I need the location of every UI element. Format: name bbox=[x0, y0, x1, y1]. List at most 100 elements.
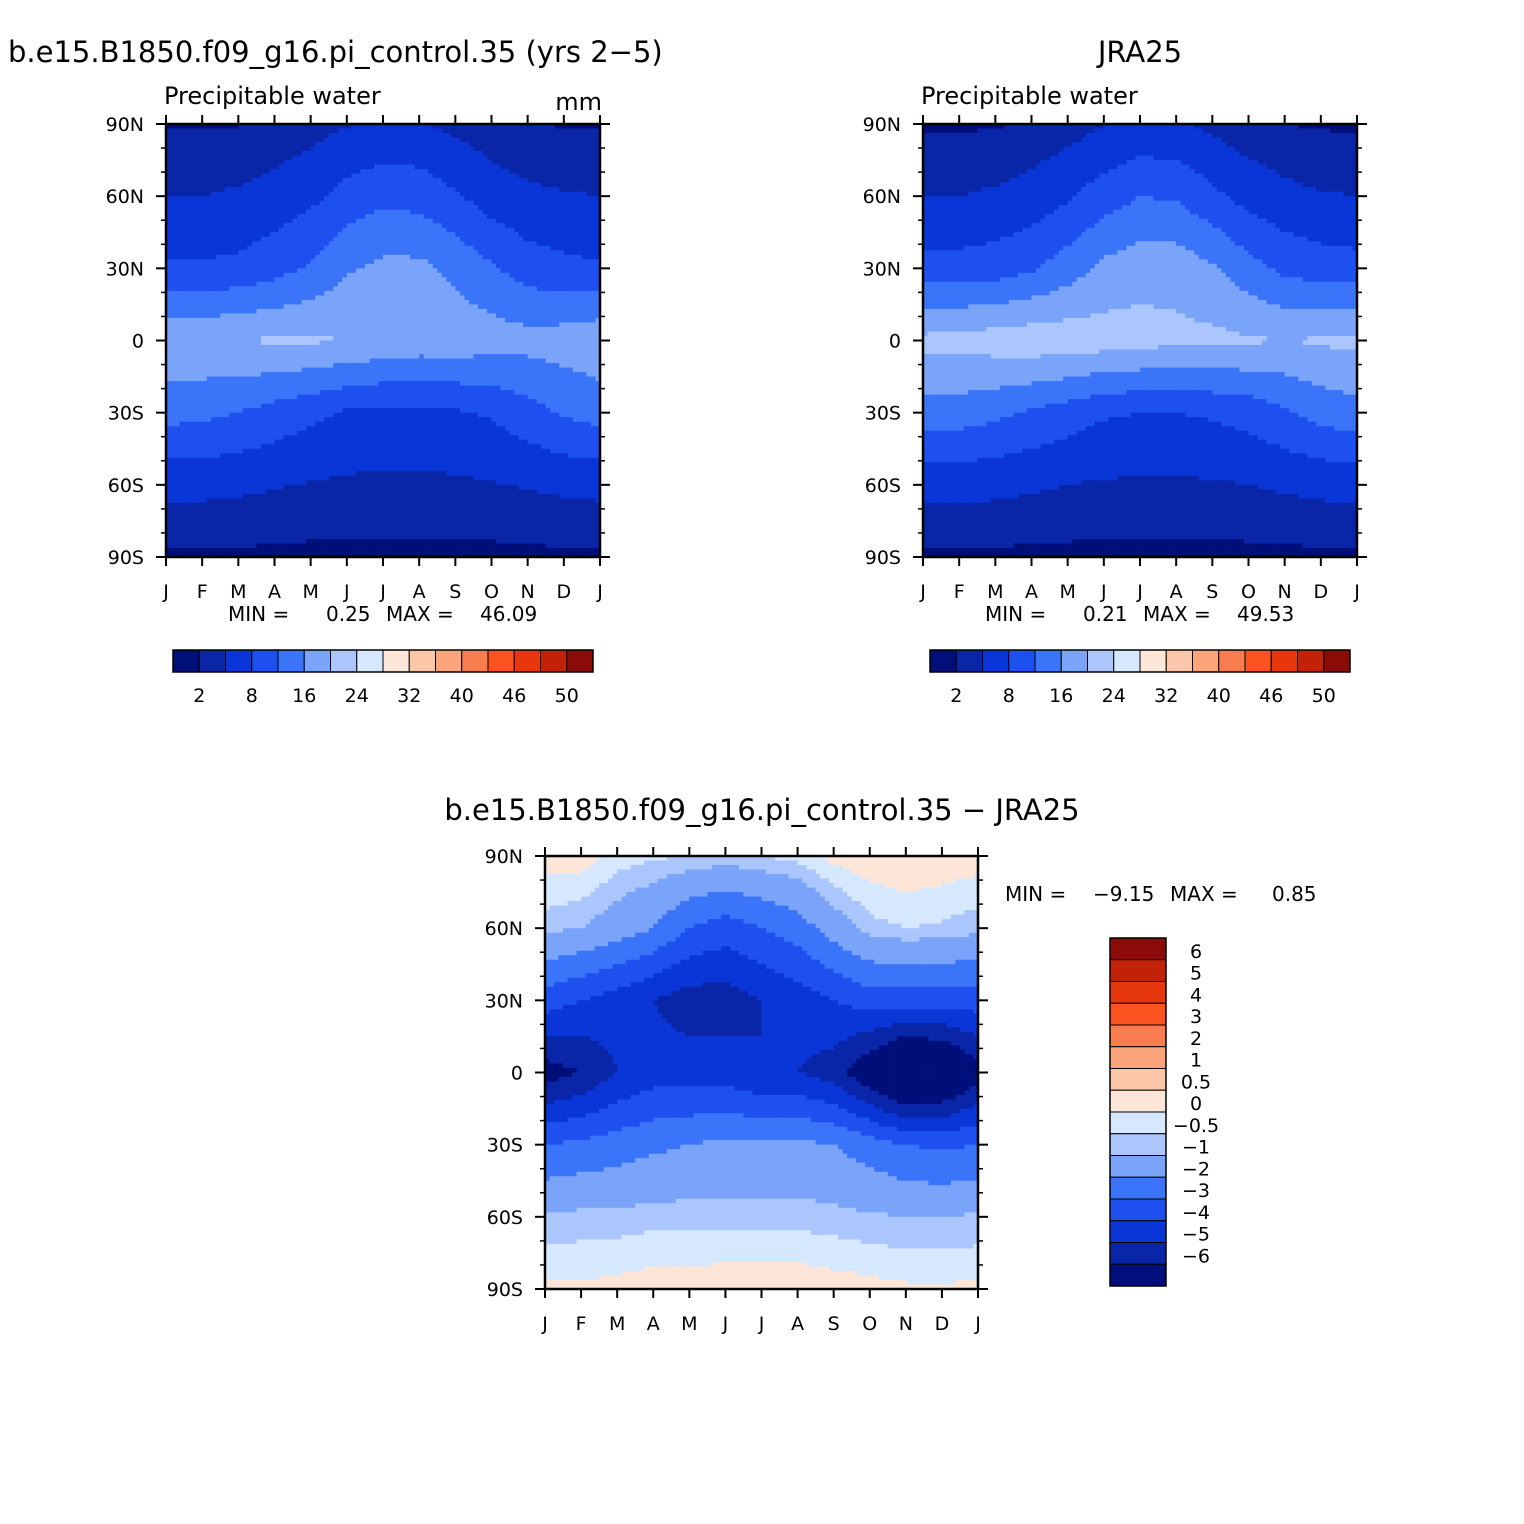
panel-model-cell bbox=[460, 273, 465, 278]
panel-model-cell bbox=[270, 205, 275, 210]
panel-model-cell bbox=[573, 183, 578, 188]
panel-model-cell bbox=[519, 187, 524, 192]
panel-model-cell bbox=[189, 259, 194, 264]
panel-model-cell bbox=[229, 156, 234, 161]
panel-model-cell bbox=[573, 165, 578, 170]
panel-model-cell bbox=[311, 214, 316, 219]
panel-model-cell bbox=[234, 205, 239, 210]
panel-model-cell bbox=[243, 345, 248, 350]
panel-model-cell bbox=[252, 201, 257, 206]
panel-model-cell bbox=[582, 178, 587, 183]
panel-model-cell bbox=[229, 228, 234, 233]
panel-model-cell bbox=[546, 282, 551, 287]
panel-model-cell bbox=[202, 300, 207, 305]
panel-model-cell bbox=[225, 160, 230, 165]
panel-model-cell bbox=[369, 286, 374, 291]
panel-model-cell bbox=[528, 138, 533, 143]
panel-model-cell bbox=[288, 201, 293, 206]
panel-model-cell bbox=[519, 354, 524, 359]
panel-model-cell bbox=[451, 350, 456, 355]
panel-model-cell bbox=[383, 318, 388, 323]
panel-model-cell bbox=[225, 219, 230, 224]
panel-model-cell bbox=[365, 300, 370, 305]
panel-model-cell bbox=[406, 345, 411, 350]
panel-model-cell bbox=[329, 282, 334, 287]
panel-model-cell bbox=[374, 201, 379, 206]
panel-model-cell bbox=[180, 151, 185, 156]
panel-model-cell bbox=[311, 138, 316, 143]
panel-model-cell bbox=[555, 304, 560, 309]
panel-model-cell bbox=[451, 160, 456, 165]
panel-model-cell bbox=[193, 219, 198, 224]
panel-model-cell bbox=[546, 205, 551, 210]
panel-model-cell bbox=[207, 341, 212, 346]
panel-model-cell bbox=[329, 354, 334, 359]
panel-model-cell bbox=[302, 273, 307, 278]
panel-model-cell bbox=[455, 313, 460, 318]
panel-model-cell bbox=[460, 350, 465, 355]
panel-model-cell bbox=[293, 237, 298, 242]
panel-model-cell bbox=[347, 228, 352, 233]
panel-model-cell bbox=[487, 241, 492, 246]
panel-model-cell bbox=[175, 282, 180, 287]
panel-model-cell bbox=[550, 178, 555, 183]
panel-model-cell bbox=[464, 142, 469, 147]
panel-model-cell bbox=[374, 142, 379, 147]
panel-model-cell bbox=[320, 350, 325, 355]
panel-model-cell bbox=[365, 322, 370, 327]
panel-model-cell bbox=[582, 187, 587, 192]
panel-model-cell bbox=[171, 291, 176, 296]
panel-model-cell bbox=[433, 255, 438, 260]
panel-model-cell bbox=[175, 264, 180, 269]
panel-model-cell bbox=[324, 219, 329, 224]
panel-model-cell bbox=[586, 264, 591, 269]
panel-model-cell bbox=[550, 219, 555, 224]
panel-model-cell bbox=[211, 151, 216, 156]
panel-model-cell bbox=[546, 304, 551, 309]
panel-model-cell bbox=[559, 273, 564, 278]
panel-model-cell bbox=[410, 304, 415, 309]
panel-model-cell bbox=[207, 286, 212, 291]
panel-model-cell bbox=[374, 354, 379, 359]
panel-model-cell bbox=[528, 250, 533, 255]
panel-model-cell bbox=[383, 237, 388, 242]
panel-model-cell bbox=[501, 327, 506, 332]
panel-model-cell bbox=[293, 277, 298, 282]
panel-model-cell bbox=[261, 228, 266, 233]
panel-model-cell bbox=[211, 192, 216, 197]
panel-model-cell bbox=[528, 183, 533, 188]
panel-model-cell bbox=[175, 174, 180, 179]
panel-model-cell bbox=[406, 354, 411, 359]
panel-model-cell bbox=[315, 196, 320, 201]
panel-model-cell bbox=[410, 331, 415, 336]
panel-model-cell bbox=[586, 142, 591, 147]
panel-model-cell bbox=[297, 345, 302, 350]
panel-model-cell bbox=[397, 192, 402, 197]
panel-model-cell bbox=[388, 318, 393, 323]
panel-model-cell bbox=[333, 196, 338, 201]
panel-model-cell bbox=[473, 268, 478, 273]
panel-model-cell bbox=[478, 151, 483, 156]
panel-model-cell bbox=[546, 223, 551, 228]
panel-model-cell bbox=[293, 350, 298, 355]
panel-model-cell bbox=[482, 354, 487, 359]
panel-model-cell bbox=[397, 237, 402, 242]
panel-model-cell bbox=[184, 327, 189, 332]
panel-model-cell bbox=[492, 354, 497, 359]
panel-model-cell bbox=[229, 268, 234, 273]
panel-model-cell bbox=[591, 259, 596, 264]
panel-model-cell bbox=[451, 295, 456, 300]
panel-model-cell bbox=[415, 151, 420, 156]
panel-model-cell bbox=[541, 237, 546, 242]
panel-model-cell bbox=[198, 129, 203, 134]
panel-model-cell bbox=[261, 174, 266, 179]
panel-model-cell bbox=[360, 341, 365, 346]
panel-model-cell bbox=[338, 246, 343, 251]
panel-model-cell bbox=[496, 318, 501, 323]
panel-model-cell bbox=[306, 169, 311, 174]
panel-model-cell bbox=[591, 129, 596, 134]
panel-model-cell bbox=[225, 214, 230, 219]
panel-model-cell bbox=[252, 341, 257, 346]
panel-model-cell bbox=[460, 142, 465, 147]
panel-model-cell bbox=[478, 187, 483, 192]
